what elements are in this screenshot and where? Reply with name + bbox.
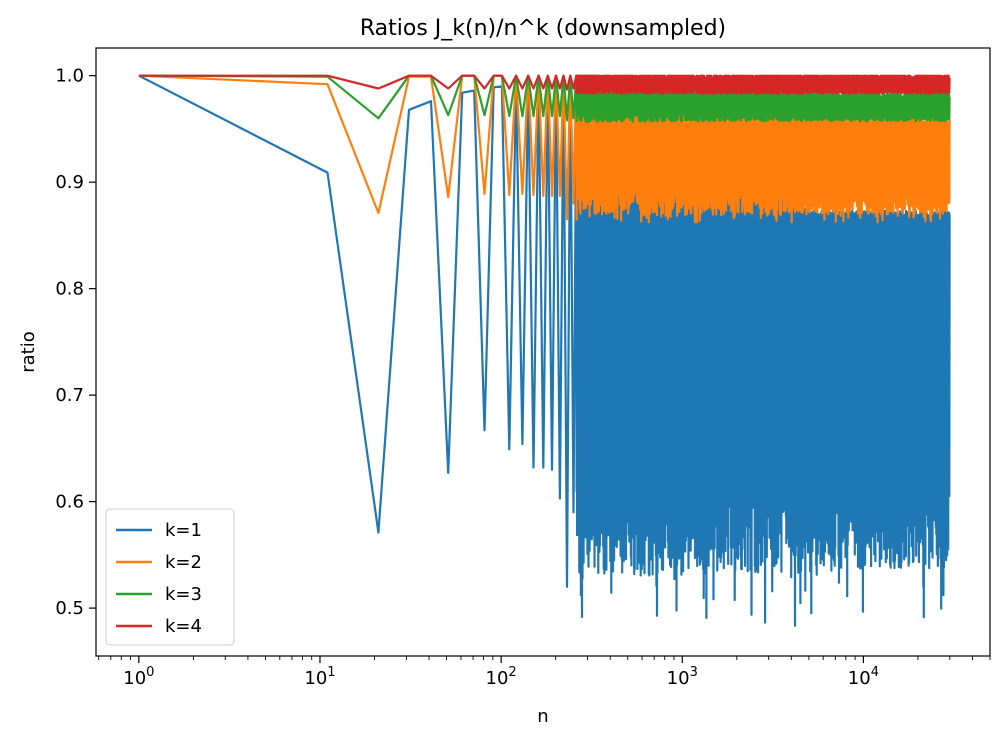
chart-title: Ratios J_k(n)/n^k (downsampled) [360, 16, 726, 41]
y-tick-label: 0.7 [55, 385, 84, 406]
y-axis-label: ratio [18, 331, 39, 373]
plot-frame [95, 47, 991, 657]
y-tick-label: 1.0 [55, 66, 84, 87]
y-tick-label: 0.6 [55, 492, 84, 513]
x-axis-label: n [537, 706, 548, 727]
x-tick-label: 100 [123, 665, 154, 689]
x-tick-label: 102 [486, 665, 517, 689]
legend-label-k2: k=2 [165, 552, 202, 573]
x-axis-ticks: 100 101 102 103 104 [98, 656, 991, 689]
y-tick-label: 0.8 [55, 279, 84, 300]
legend-label-k4: k=4 [165, 616, 202, 637]
plot-series-group [138, 74, 951, 627]
legend-label-k1: k=1 [165, 520, 202, 541]
x-tick-label: 101 [304, 665, 335, 689]
x-tick-label: 104 [848, 665, 879, 689]
legend: k=1 k=2 k=3 k=4 [105, 508, 235, 646]
legend-label-k3: k=3 [165, 584, 202, 605]
y-tick-label: 0.5 [55, 598, 84, 619]
y-axis-ticks: 0.5 0.6 0.7 0.8 0.9 1.0 [55, 66, 96, 619]
y-tick-label: 0.9 [55, 172, 84, 193]
series-line-k4 [138, 74, 951, 95]
legend-box [105, 508, 235, 646]
x-tick-label: 103 [667, 665, 698, 689]
